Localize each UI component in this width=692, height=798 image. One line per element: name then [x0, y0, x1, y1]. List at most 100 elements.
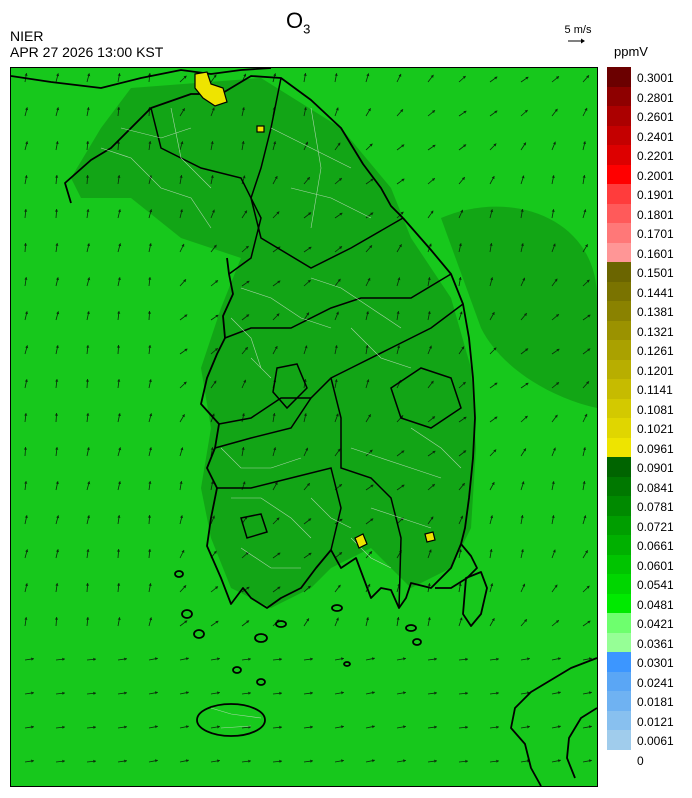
- wind-arrowhead: [489, 243, 493, 246]
- wind-arrowhead: [186, 691, 189, 695]
- wind-arrowhead: [490, 583, 494, 587]
- wind-arrowhead: [432, 144, 436, 148]
- wind-arrowhead: [248, 657, 251, 661]
- wind-arrowhead: [277, 280, 281, 284]
- hotspot-south-2: [424, 531, 436, 543]
- wind-arrowhead: [55, 243, 59, 246]
- wind-arrowhead: [494, 110, 498, 114]
- wind-arrowhead: [369, 245, 372, 249]
- wind-arrowhead: [241, 107, 245, 111]
- legend-label: 0.0121: [637, 714, 674, 729]
- wind-arrowhead: [334, 73, 338, 76]
- wind-arrowhead: [124, 725, 127, 729]
- legend-label: 0.1261: [637, 344, 674, 358]
- wind-arrowhead: [93, 691, 96, 695]
- legend-swatch: [607, 262, 631, 282]
- wind-arrowhead: [465, 759, 468, 763]
- wind-arrowhead: [520, 209, 524, 212]
- wind-arrowhead: [339, 552, 342, 556]
- wind-arrowhead: [434, 725, 437, 729]
- wind-arrowhead: [85, 583, 89, 586]
- wind-arrowhead: [117, 413, 121, 416]
- wind-arrowhead: [310, 657, 313, 661]
- wind-arrowhead: [458, 549, 462, 553]
- wind-arrowhead: [586, 75, 589, 79]
- wind-arrowhead: [186, 725, 189, 729]
- wind-arrowhead: [215, 620, 219, 624]
- wind-arrowhead: [86, 447, 90, 450]
- island-1: [174, 570, 184, 578]
- wind-arrowhead: [401, 144, 405, 148]
- wind-arrowhead: [337, 584, 341, 588]
- wind-arrowhead: [489, 549, 493, 552]
- wind-arrowhead: [87, 481, 91, 485]
- legend-label: 0.1081: [637, 402, 674, 417]
- wind-arrowhead: [490, 277, 494, 281]
- wind-reference-label: 5 m/s: [564, 24, 592, 36]
- wind-arrowhead: [369, 143, 373, 147]
- legend-label: 0.1441: [637, 285, 674, 300]
- wind-arrowhead: [23, 243, 27, 246]
- wind-arrowhead: [496, 657, 499, 661]
- legend-label: 0.0541: [637, 578, 674, 592]
- wind-arrowhead: [396, 617, 400, 620]
- wind-arrowhead: [93, 759, 96, 763]
- wind-arrowhead: [493, 347, 497, 351]
- wind-arrowhead: [87, 515, 90, 519]
- wind-arrowhead: [117, 277, 121, 280]
- wind-arrowhead: [149, 175, 152, 179]
- wind-arrowhead: [243, 379, 247, 383]
- wind-arrowhead: [429, 345, 432, 349]
- wind-arrowhead: [496, 725, 499, 729]
- wind-arrowhead: [149, 413, 153, 417]
- wind-arrowhead: [212, 209, 215, 213]
- wind-arrowhead: [310, 691, 313, 695]
- wind-arrowhead: [401, 178, 405, 182]
- legend-label: 0.0661: [637, 539, 674, 553]
- wind-arrowhead: [460, 209, 464, 213]
- wind-arrowhead: [55, 345, 59, 348]
- wind-arrowhead: [243, 73, 247, 77]
- wind-arrowhead: [241, 141, 245, 144]
- wind-arrowhead: [148, 141, 152, 144]
- wind-arrowhead: [370, 518, 374, 522]
- wind-arrowhead: [554, 108, 558, 112]
- wind-arrowhead: [336, 311, 339, 315]
- wind-arrowhead: [23, 447, 27, 450]
- wind-arrowhead: [272, 413, 276, 416]
- wind-arrowhead: [148, 481, 152, 484]
- wind-arrowhead: [248, 759, 251, 763]
- wind-arrowhead: [430, 74, 434, 78]
- wind-arrowhead: [552, 549, 556, 553]
- wind-arrowhead: [524, 415, 528, 419]
- island-2: [181, 609, 193, 619]
- wind-arrowhead: [496, 759, 499, 763]
- wind-arrowhead: [551, 209, 555, 212]
- legend-swatch: [607, 593, 631, 613]
- wind-arrowhead: [310, 759, 313, 763]
- wind-arrowhead: [277, 586, 281, 590]
- wind-arrowhead: [87, 243, 90, 247]
- wind-arrowhead: [117, 175, 121, 178]
- map-canvas: [11, 68, 597, 786]
- wind-arrowhead: [583, 447, 586, 451]
- wind-arrowhead: [551, 175, 555, 178]
- wind-arrowhead: [87, 277, 91, 281]
- wind-arrowhead: [279, 691, 282, 695]
- wind-arrowhead: [587, 620, 591, 624]
- wind-arrowhead: [552, 243, 556, 247]
- legend-swatch: [607, 574, 631, 594]
- wind-arrowhead: [589, 725, 592, 729]
- wind-arrowhead: [274, 346, 278, 350]
- wind-arrowhead: [210, 175, 214, 178]
- legend-label: 0.0241: [637, 675, 674, 690]
- wind-arrowhead: [86, 549, 90, 552]
- wind-arrowhead: [427, 583, 431, 586]
- wind-arrowhead: [434, 657, 437, 661]
- wind-arrowhead: [25, 549, 29, 553]
- wind-arrowhead: [24, 379, 28, 382]
- jeju-island: [196, 703, 266, 737]
- wind-arrowhead: [403, 691, 406, 695]
- legend-swatch: [607, 652, 631, 672]
- wind-arrowhead: [403, 759, 406, 763]
